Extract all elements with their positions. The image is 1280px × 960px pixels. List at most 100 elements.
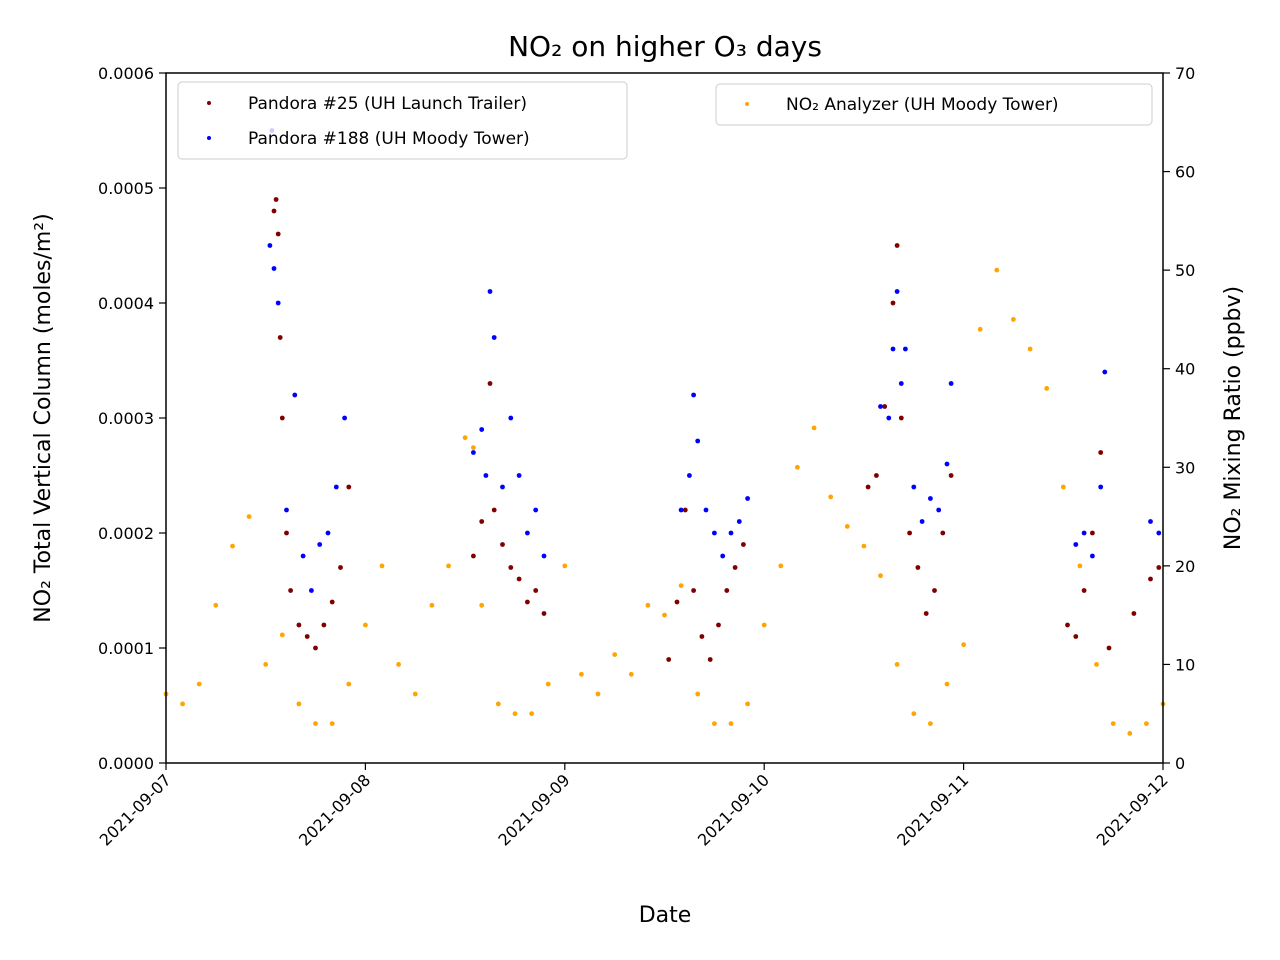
data-point	[940, 530, 946, 536]
data-point	[1131, 611, 1137, 616]
legend-marker-pandora25	[207, 101, 211, 105]
data-point	[778, 563, 784, 569]
y-tick-label: 0.0004	[98, 294, 154, 313]
data-point	[396, 662, 401, 667]
data-point	[682, 507, 688, 513]
data-point	[1090, 553, 1095, 559]
data-point	[363, 622, 368, 628]
legend-left: Pandora #25 (UH Launch Trailer) Pandora …	[177, 81, 628, 160]
x-axis-label: Date	[639, 903, 692, 928]
data-point	[279, 415, 285, 421]
data-point	[944, 681, 950, 687]
legend-right: NO₂ Analyzer (UH Moody Tower)	[715, 83, 1153, 126]
data-point	[911, 711, 917, 717]
data-point	[898, 381, 904, 386]
data-point	[479, 602, 485, 608]
data-point	[666, 657, 672, 662]
data-point	[313, 721, 318, 726]
data-point	[271, 208, 277, 214]
data-point	[761, 622, 767, 628]
data-point	[1156, 565, 1162, 570]
data-point	[811, 425, 817, 431]
y2-axis-ticks: 0 10 20 30 40 50 60 70	[1163, 64, 1195, 773]
data-point	[907, 530, 912, 536]
data-point	[329, 721, 335, 726]
data-point	[525, 599, 530, 605]
x-tick-label: 2021-09-12	[1093, 770, 1172, 849]
data-point	[878, 573, 883, 579]
legend-marker-pandora188	[207, 136, 211, 140]
data-point	[479, 519, 485, 524]
data-point	[898, 415, 904, 421]
y2-tick-label: 70	[1175, 64, 1195, 83]
data-point	[508, 415, 514, 421]
y-tick-label: 0.0005	[98, 179, 154, 198]
data-point	[1027, 346, 1033, 352]
data-point	[828, 494, 834, 500]
data-point	[894, 243, 900, 248]
data-point	[699, 634, 705, 639]
x-tick-label: 2021-09-07	[96, 770, 175, 849]
data-point	[495, 701, 501, 707]
data-point	[1081, 588, 1087, 593]
data-point	[919, 519, 925, 524]
data-point	[628, 671, 634, 677]
data-point	[865, 484, 871, 490]
data-point	[284, 530, 289, 536]
data-point	[300, 553, 306, 559]
data-point	[936, 507, 942, 513]
data-point	[508, 565, 514, 570]
data-point	[500, 484, 505, 490]
x-tick-label: 2021-09-10	[694, 770, 773, 849]
data-point	[844, 524, 850, 529]
x-axis-ticks: 2021-09-07 2021-09-08 2021-09-09 2021-09-10…	[96, 763, 1172, 850]
data-point	[338, 565, 343, 570]
series-0	[271, 197, 1162, 662]
data-point	[1156, 530, 1162, 536]
data-point	[961, 642, 966, 648]
data-point	[1098, 450, 1104, 455]
data-point	[313, 645, 318, 651]
data-point	[678, 507, 684, 513]
data-point	[346, 484, 352, 490]
data-point	[695, 438, 701, 444]
data-point	[333, 484, 339, 490]
chart-title: NO₂ on higher O₃ days	[508, 30, 822, 63]
data-point	[541, 611, 547, 616]
data-point	[732, 565, 738, 570]
data-point	[292, 392, 298, 398]
data-point	[479, 427, 485, 432]
series-2	[163, 267, 1166, 736]
data-point	[687, 473, 692, 478]
data-point	[487, 289, 493, 294]
data-point	[533, 588, 539, 593]
data-point	[180, 701, 186, 707]
data-point	[707, 657, 713, 662]
data-point	[275, 231, 281, 237]
legend-label-analyzer: NO₂ Analyzer (UH Moody Tower)	[786, 95, 1059, 115]
data-point	[304, 634, 310, 639]
y-axis-label: NO₂ Total Vertical Column (moles/m²)	[31, 213, 56, 622]
data-point	[911, 484, 917, 490]
data-point	[977, 326, 983, 332]
legend-left-box	[177, 81, 628, 160]
legend-label-pandora25: Pandora #25 (UH Launch Trailer)	[248, 94, 527, 114]
y2-tick-label: 30	[1175, 458, 1195, 477]
data-point	[662, 612, 667, 618]
y-tick-label: 0.0000	[98, 754, 154, 773]
data-point	[579, 671, 584, 677]
y2-tick-label: 50	[1175, 261, 1195, 280]
data-point	[645, 602, 651, 608]
data-point	[695, 691, 701, 697]
data-point	[716, 622, 721, 628]
data-point	[562, 563, 568, 569]
data-point	[1127, 731, 1133, 736]
y2-tick-label: 40	[1175, 360, 1195, 379]
data-point	[277, 335, 283, 340]
data-point	[379, 563, 385, 569]
data-point	[263, 662, 269, 667]
data-point	[595, 691, 601, 697]
data-point	[720, 553, 726, 559]
data-point	[284, 507, 289, 513]
